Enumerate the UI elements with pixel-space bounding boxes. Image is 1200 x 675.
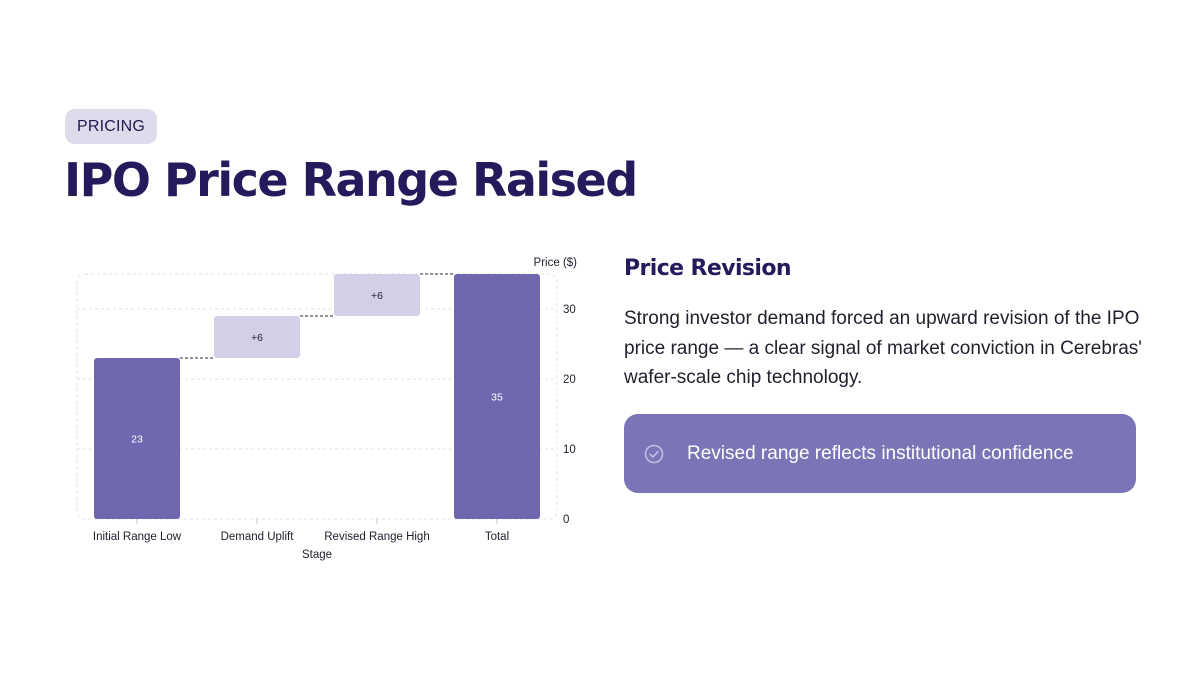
bar-3 bbox=[454, 274, 540, 519]
bar-1 bbox=[214, 316, 300, 358]
callout-text: Revised range reflects institutional con… bbox=[687, 442, 1074, 464]
y-tick-label: 20 bbox=[563, 374, 576, 386]
x-axis-label: Stage bbox=[302, 549, 332, 561]
side-description: Strong investor demand forced an upward … bbox=[624, 308, 1142, 388]
y-tick-label: 0 bbox=[563, 514, 569, 526]
axis-ticks: 0 10 20 30 Initial Range Low Demand Uplift Rev… bbox=[93, 304, 576, 543]
bar-0 bbox=[94, 358, 180, 519]
y-axis-label: Price ($) bbox=[534, 257, 578, 269]
x-tick-label: Revised Range High bbox=[324, 531, 429, 543]
x-tick-label: Total bbox=[485, 531, 509, 543]
y-tick-label: 10 bbox=[563, 444, 576, 456]
plot-frame bbox=[76, 273, 558, 520]
check-circle-icon bbox=[644, 444, 664, 463]
connector-lines bbox=[180, 273, 454, 359]
bar-2 bbox=[334, 274, 420, 316]
y-tick-label: 30 bbox=[563, 304, 576, 316]
bars: 23 +6 +6 35 bbox=[94, 274, 540, 519]
callout-banner: Revised range reflects institutional con… bbox=[624, 414, 1136, 493]
data-label: +6 bbox=[371, 290, 383, 302]
data-label: +6 bbox=[251, 332, 263, 344]
section-tag: PRICING bbox=[65, 109, 158, 144]
data-label: 35 bbox=[491, 392, 503, 404]
x-tick-label: Initial Range Low bbox=[93, 531, 182, 543]
x-tick-label: Demand Uplift bbox=[221, 531, 295, 543]
side-heading: Price Revision bbox=[624, 256, 792, 281]
data-label: 23 bbox=[131, 434, 143, 446]
page-title: IPO Price Range Raised bbox=[64, 153, 638, 207]
waterfall-chart: 23 +6 +6 35 0 10 20 30 Initial Range Low Demand … bbox=[76, 257, 578, 561]
